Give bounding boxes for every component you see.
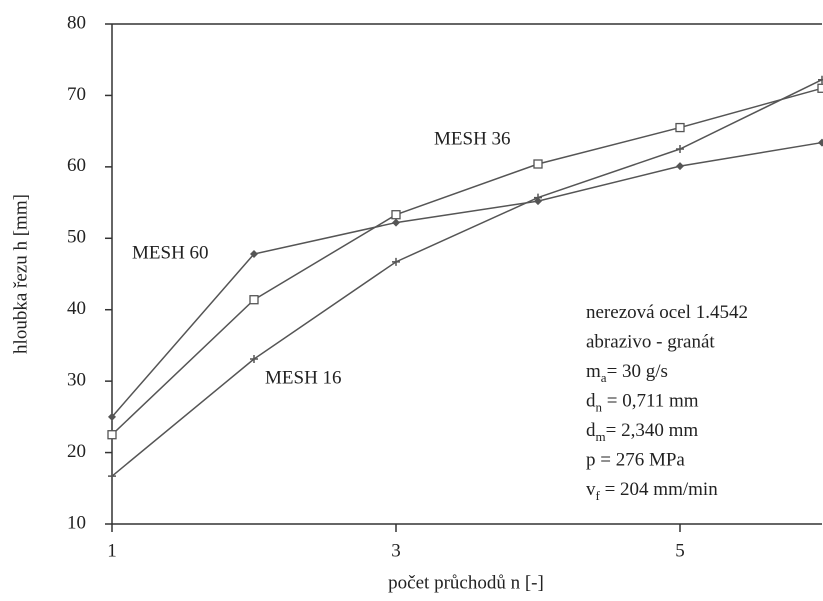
note-text: d — [586, 391, 596, 412]
note-text: m — [586, 361, 601, 382]
note-line: ma= 30 g/s — [586, 361, 668, 385]
note-text: m — [596, 429, 606, 444]
note-line: dm= 2,340 mm — [586, 420, 698, 444]
marker — [392, 218, 400, 227]
y-tick-label: 40 — [67, 298, 86, 319]
series-label: MESH 16 — [265, 367, 342, 388]
note-line: nerezová ocel 1.4542 — [586, 302, 748, 323]
marker — [534, 193, 542, 202]
series-label: MESH 36 — [434, 128, 511, 149]
note-text: abrazivo - granát — [586, 332, 715, 353]
marker — [817, 83, 823, 93]
x-tick-label: 3 — [391, 540, 401, 561]
x-tick-label: 1 — [107, 540, 117, 561]
y-tick-label: 60 — [67, 155, 86, 176]
marker — [818, 138, 823, 147]
y-tick-label: 20 — [67, 441, 86, 462]
marker — [107, 430, 117, 440]
note-text: a — [601, 370, 607, 385]
y-tick-label: 80 — [67, 12, 86, 33]
x-tick-label: 5 — [675, 540, 685, 561]
marker — [391, 210, 401, 220]
marker — [818, 75, 823, 84]
note-text: p = 276 MPa — [586, 450, 685, 471]
marker — [392, 257, 400, 266]
note-text: d — [586, 420, 596, 441]
marker — [675, 122, 685, 133]
note-text: nerezová ocel 1.4542 — [586, 302, 748, 323]
marker — [108, 412, 116, 421]
marker — [249, 295, 259, 305]
note-text: = 30 g/s — [607, 361, 668, 382]
marker — [108, 472, 116, 481]
x-axis-label: počet průchodů n [-] — [388, 572, 544, 593]
marker — [676, 145, 684, 153]
note-text: n — [596, 399, 603, 414]
note-text: = 204 mm/min — [600, 479, 718, 500]
note-line: p = 276 MPa — [586, 450, 685, 471]
y-tick-label: 10 — [67, 512, 86, 533]
series-label: MESH 60 — [132, 242, 209, 263]
series-line — [111, 141, 823, 418]
marker — [533, 159, 543, 169]
note-line: abrazivo - granát — [586, 332, 715, 353]
marker — [250, 250, 258, 258]
y-axis-label: hloubka řezu h [mm] — [10, 194, 31, 354]
note-text: f — [596, 488, 601, 503]
note-line: dn = 0,711 mm — [586, 391, 699, 415]
marker — [676, 162, 684, 171]
series-line — [111, 87, 823, 436]
note-text: = 0,711 mm — [602, 391, 699, 412]
note-text: = 2,340 mm — [606, 420, 699, 441]
marker — [250, 355, 258, 363]
note-text: v — [586, 479, 596, 500]
y-tick-label: 70 — [67, 84, 86, 105]
series-line — [111, 79, 823, 477]
note-line: vf = 204 mm/min — [586, 479, 718, 503]
y-tick-label: 50 — [67, 227, 86, 248]
y-tick-label: 30 — [67, 370, 86, 391]
